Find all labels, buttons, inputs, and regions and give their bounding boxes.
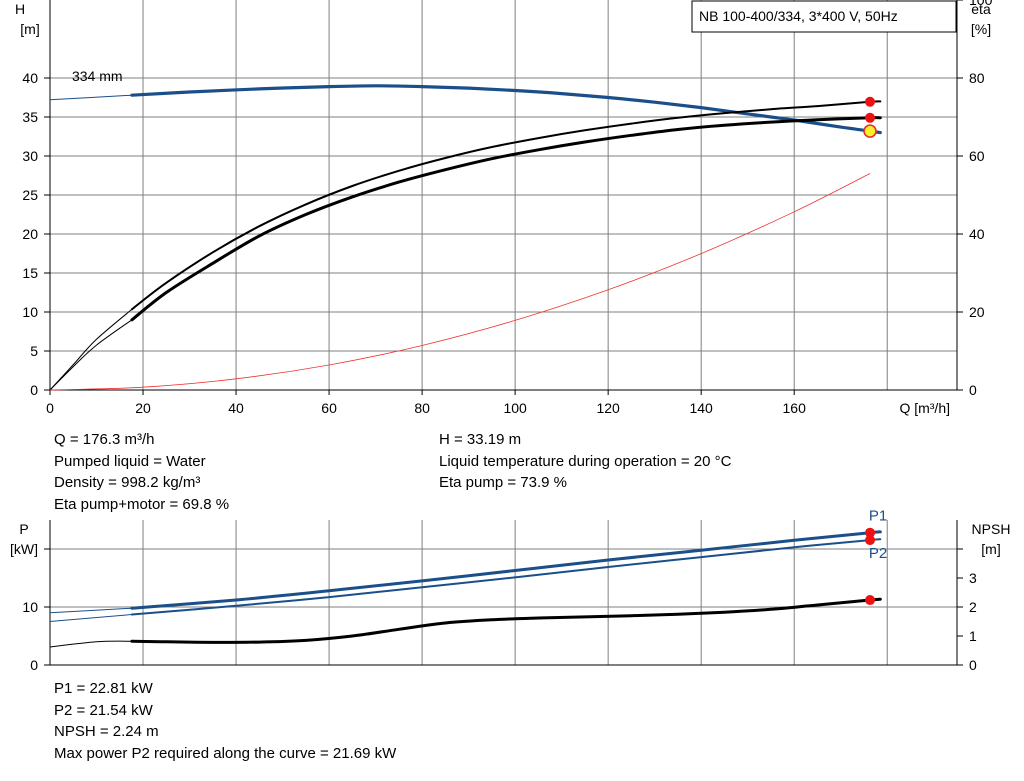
- duty-point-eta_pump: [865, 96, 876, 107]
- series-NPSH-line: [130, 597, 882, 644]
- y-left-axis-title: H: [15, 1, 25, 17]
- series-label-P2: P2: [869, 545, 887, 562]
- y-right-tick-label: 60: [969, 148, 985, 164]
- power-npsh-chart: 0 10 0 1 2 3 P [kW] NPSH [m] P1 P2: [10, 508, 1010, 673]
- y-left-tick-label: 15: [22, 265, 38, 281]
- y-left-tick-label: 30: [22, 148, 38, 164]
- x-axis-title: Q [m³/h]: [899, 400, 950, 416]
- duty-point-P2: [865, 535, 876, 546]
- duty-point-P1: [865, 527, 876, 538]
- x-tick-label: 140: [689, 400, 713, 416]
- eta-pump-readout: Eta pump = 73.9 %: [439, 474, 567, 491]
- head-readout: H = 33.19 m: [439, 431, 522, 448]
- npsh-readout: NPSH = 2.24 m: [54, 723, 159, 740]
- series-eta_pump-extrapolated: [49, 308, 133, 391]
- duty-point-head: [863, 124, 877, 138]
- duty-point-eta_pump_motor: [865, 112, 876, 123]
- y-right-tick-label: 100: [969, 0, 993, 8]
- series-head-line: [130, 84, 882, 135]
- y-right-axis-title: eta: [971, 1, 991, 17]
- y-left-tick-label: 0: [30, 382, 38, 398]
- series-P2-extrapolated: [49, 614, 132, 622]
- y-left-tick-label: 10: [22, 599, 38, 615]
- y-left-tick-label: 5: [30, 343, 38, 359]
- y-left-tick-label: 20: [22, 226, 38, 242]
- y-left-tick-label: 10: [22, 304, 38, 320]
- y-left-tick-label: 35: [22, 109, 38, 125]
- y-right-tick-label: 2: [969, 599, 977, 615]
- series-label-P1: P1: [869, 508, 887, 525]
- series-eta_pump_motor-line: [130, 116, 882, 322]
- y-left-tick-label: 0: [30, 657, 38, 673]
- y-left-tick-label: 25: [22, 187, 38, 203]
- title-box: NB 100-400/334, 3*400 V, 50Hz: [691, 0, 957, 33]
- flow-readout: Q = 176.3 m³/h: [54, 431, 155, 448]
- series-P1-extrapolated: [49, 607, 132, 614]
- y-right-axis-unit: [m]: [981, 541, 1000, 557]
- y-left-axis-unit: [kW]: [10, 541, 38, 557]
- y-right-tick-label: 0: [969, 657, 977, 673]
- x-tick-label: 160: [783, 400, 807, 416]
- p2-readout: P2 = 21.54 kW: [54, 701, 153, 719]
- x-tick-label: 40: [228, 400, 244, 416]
- x-tick-label: 120: [596, 400, 620, 416]
- y-left-tick-label: 40: [22, 70, 38, 86]
- x-tick-label: 100: [503, 400, 527, 416]
- x-tick-label: 0: [46, 400, 54, 416]
- y-right-tick-label: 0: [969, 382, 977, 398]
- y-right-tick-label: 40: [969, 226, 985, 242]
- series-P1-line: [130, 530, 882, 610]
- x-tick-label: 20: [135, 400, 151, 416]
- series-head-extrapolated: [49, 94, 132, 101]
- p1-readout: P1 = 22.81 kW: [54, 680, 153, 697]
- y-left-axis-title: P: [19, 521, 28, 537]
- y-left-axis-unit: [m]: [20, 21, 39, 37]
- x-tick-label: 60: [321, 400, 337, 416]
- series-eta_pump_motor-extrapolated: [49, 319, 133, 391]
- series-P2-line: [130, 538, 882, 616]
- eta-pump-motor-readout: Eta pump+motor = 69.8 %: [54, 495, 230, 513]
- y-right-tick-label: 1: [969, 628, 977, 644]
- pumped-liquid-readout: Pumped liquid = Water: [54, 452, 206, 470]
- top-info-left: Q = 176.3 m³/h Pumped liquid = Water Den…: [54, 429, 229, 515]
- y-right-axis-title: NPSH: [972, 521, 1011, 537]
- head-efficiency-chart: 0 5 10 15 20 25 30 35 40 0 20 40 60 80 100 H [m] eta [%] 0 2…: [15, 0, 993, 416]
- y-right-tick-label: 3: [969, 570, 977, 586]
- chart-title: NB 100-400/334, 3*400 V, 50Hz: [699, 8, 898, 24]
- liquid-temperature-readout: Liquid temperature during operation = 20…: [439, 452, 732, 470]
- x-tick-label: 80: [414, 400, 430, 416]
- bottom-info: P1 = 22.81 kW P2 = 21.54 kW NPSH = 2.24 …: [54, 678, 396, 764]
- top-info-right: H = 33.19 m Liquid temperature during op…: [439, 429, 731, 494]
- y-right-tick-label: 20: [969, 304, 985, 320]
- series-NPSH-extrapolated: [49, 640, 132, 648]
- series-system-line: [49, 173, 871, 391]
- curve-annotation: 334 mm: [72, 68, 123, 84]
- y-right-axis-unit: [%]: [971, 21, 991, 37]
- series-eta_pump-line: [130, 100, 882, 311]
- y-right-tick-label: 80: [969, 70, 985, 86]
- max-power-readout: Max power P2 required along the curve = …: [54, 744, 397, 762]
- density-readout: Density = 998.2 kg/m³: [54, 474, 201, 491]
- duty-point-NPSH: [865, 595, 876, 606]
